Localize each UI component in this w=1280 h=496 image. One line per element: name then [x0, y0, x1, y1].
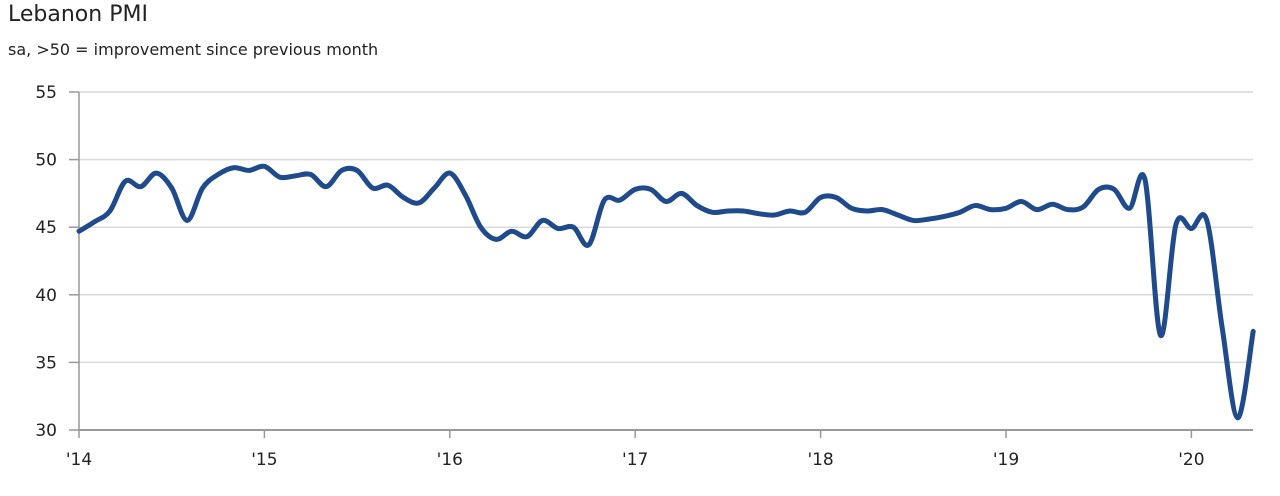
- chart-subtitle: sa, >50 = improvement since previous mon…: [8, 40, 379, 59]
- chart-title: Lebanon PMI: [8, 2, 148, 27]
- y-tick-label: 40: [35, 286, 57, 306]
- x-tick-label: '17: [622, 450, 648, 470]
- x-tick-label: '15: [251, 450, 277, 470]
- y-tick-label: 55: [35, 83, 57, 103]
- x-tick-label: '14: [66, 450, 92, 470]
- series-line-lebanon-pmi: [76, 163, 1256, 421]
- y-tick-label: 35: [35, 353, 57, 373]
- y-tick-label: 30: [35, 421, 57, 441]
- y-tick-label: 45: [35, 218, 57, 238]
- x-tick-label: '18: [807, 450, 833, 470]
- x-tick-label: '16: [437, 450, 463, 470]
- y-tick-label: 50: [35, 151, 57, 171]
- x-tick-label: '20: [1178, 450, 1204, 470]
- x-tick-label: '19: [993, 450, 1019, 470]
